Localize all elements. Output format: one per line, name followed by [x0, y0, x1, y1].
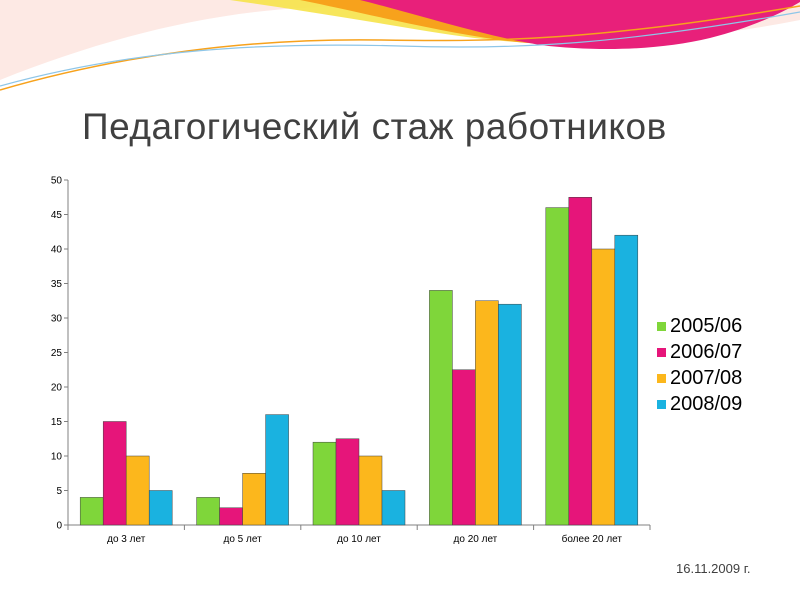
- bar-2007/08-1: [242, 473, 266, 526]
- y-tick-label: 40: [51, 245, 63, 256]
- legend-label: 2007/08: [670, 366, 743, 389]
- x-tick-label: более 20 лет: [562, 533, 623, 545]
- bar-2006/07-2: [335, 438, 360, 526]
- bar-2006/07-4: [568, 197, 593, 526]
- legend-swatch: [657, 347, 666, 357]
- bar-2005/06-1: [196, 497, 220, 526]
- legend-swatch: [657, 399, 666, 409]
- bar-2005/06-0: [79, 497, 104, 526]
- bar-2005/06-2: [312, 441, 337, 526]
- y-tick-label: 50: [51, 176, 63, 187]
- legend-swatch: [657, 373, 666, 383]
- x-tick-label: до 3 лет: [107, 534, 146, 545]
- x-tick-label: до 20 лет: [454, 534, 498, 545]
- legend-item: 2006/07: [657, 339, 742, 365]
- slide-date: 16.11.2009 г.: [676, 561, 751, 576]
- y-tick-label: 25: [51, 348, 63, 359]
- y-tick-label: 35: [51, 279, 63, 290]
- bar-2007/08-4: [591, 248, 616, 526]
- bar-2005/06-4: [545, 207, 570, 526]
- x-tick-label: до 10 лет: [337, 534, 381, 545]
- y-tick-label: 15: [51, 417, 63, 428]
- chart-legend: 2005/06 2006/07 2007/08 2008/09: [657, 313, 742, 417]
- bar-2007/08-0: [125, 455, 150, 526]
- bar-2006/07-3: [452, 369, 476, 526]
- legend-swatch: [657, 321, 666, 331]
- legend-label: 2008/09: [670, 392, 743, 415]
- y-tick-label: 5: [56, 486, 62, 497]
- bar-2008/09-0: [148, 490, 173, 526]
- bar-2008/09-4: [614, 234, 639, 526]
- slide-title: Педагогический стаж работников: [82, 106, 667, 147]
- legend-item: 2008/09: [657, 391, 742, 417]
- bar-2007/08-3: [475, 300, 499, 526]
- slide-decoration: [0, 0, 800, 91]
- bar-2006/07-1: [219, 507, 243, 526]
- bar-2008/09-3: [498, 303, 522, 526]
- bar-2008/09-1: [265, 414, 289, 526]
- bar-2008/09-2: [381, 490, 406, 526]
- bar-2005/06-3: [429, 290, 453, 526]
- legend-label: 2006/07: [670, 340, 743, 363]
- y-tick-label: 30: [51, 314, 63, 325]
- y-tick-label: 0: [56, 521, 62, 532]
- y-tick-label: 10: [51, 452, 63, 463]
- legend-item: 2005/06: [657, 313, 742, 339]
- bar-2007/08-2: [358, 455, 383, 526]
- y-tick-label: 20: [51, 383, 63, 394]
- x-tick-label: до 5 лет: [224, 534, 263, 545]
- y-tick-label: 45: [51, 210, 63, 221]
- legend-label: 2005/06: [670, 314, 743, 337]
- legend-item: 2007/08: [657, 365, 742, 391]
- bar-2006/07-0: [102, 421, 127, 526]
